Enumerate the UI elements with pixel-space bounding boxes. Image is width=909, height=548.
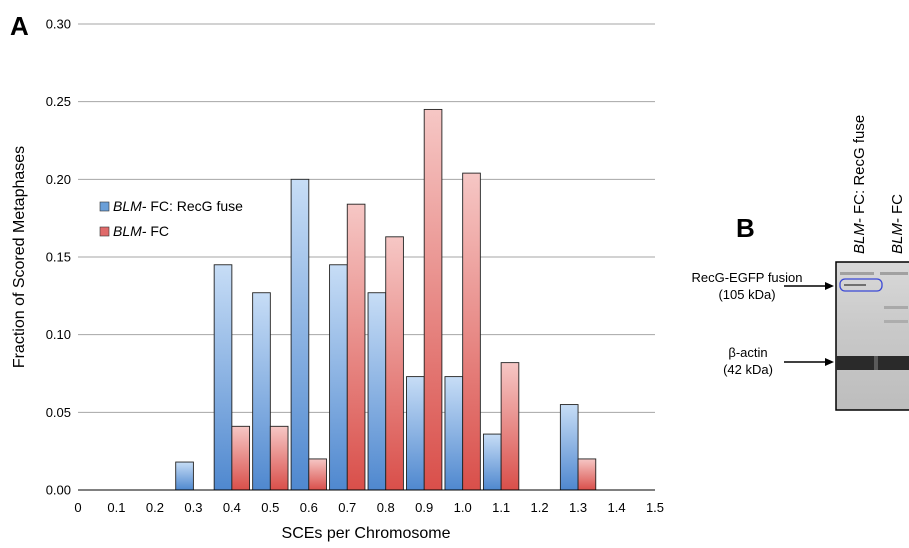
y-tick-labels: 0.00 0.05 0.10 0.15 0.20 0.25 0.30 (46, 17, 71, 498)
actin-lane-gap (874, 356, 878, 370)
fusion-band-highlight (839, 278, 883, 292)
x-tick-label: 1.1 (492, 500, 510, 515)
actin-label-line2: (42 kDa) (723, 362, 773, 377)
bar-fc (462, 172, 481, 491)
legend: BLM- FC: RecG fuse BLM- FC (99, 198, 243, 239)
fusion-label-line2: (105 kDa) (718, 287, 775, 302)
x-axis-title: SCEs per Chromosome (282, 525, 451, 542)
blot-faint-band-lane2b (884, 320, 908, 323)
bar-recg-fuse (252, 292, 271, 491)
x-tick-label: 0.2 (146, 500, 164, 515)
x-tick-label: 0 (74, 500, 81, 515)
y-tick-label: 0.10 (46, 327, 71, 342)
legend-swatch-blue (99, 201, 110, 212)
x-tick-label: 0.3 (184, 500, 202, 515)
bar-recg-fuse (444, 376, 464, 491)
legend-entry-recg: BLM- FC: RecG fuse (113, 198, 243, 214)
blot-faint-band-lane2 (884, 306, 908, 309)
bar-recg-fuse (559, 404, 579, 491)
gridlines (78, 23, 655, 413)
x-tick-label: 0.7 (338, 500, 356, 515)
x-tick-label: 0.6 (300, 500, 318, 515)
bar-recg-fuse (175, 461, 194, 491)
x-tick-label: 0.4 (223, 500, 241, 515)
actin-label-line1: β-actin (728, 345, 767, 360)
bar-recg-fuse (213, 264, 233, 491)
lane-label-recg: BLM- FC: RecG fuse (851, 115, 868, 254)
blot-membrane (835, 261, 909, 411)
blot-top-band-lane2 (880, 272, 908, 275)
bar-recg-fuse (406, 376, 425, 491)
x-tick-label: 1.3 (569, 500, 587, 515)
bar-fc (346, 203, 366, 491)
y-tick-label: 0.30 (46, 17, 71, 32)
bar-fc (385, 236, 404, 491)
western-blot (835, 261, 909, 411)
x-tick-labels: 0 0.1 0.2 0.3 0.4 0.5 0.6 0.7 0.8 0.9 1.0 1.1 1.2 1.3… (74, 500, 664, 515)
fusion-arrowhead (825, 282, 834, 290)
y-tick-label: 0.20 (46, 172, 71, 187)
bar-recg-fuse (290, 178, 310, 491)
x-tick-label: 1.0 (454, 500, 472, 515)
bar-fc (308, 458, 327, 491)
x-tick-label: 1.2 (531, 500, 549, 515)
blot-top-band-lane1 (840, 272, 874, 275)
legend-entry-fc: BLM- FC (113, 223, 169, 239)
bar-recg-fuse (367, 292, 387, 491)
panel-a-letter: A (10, 11, 29, 41)
x-tick-label: 1.5 (646, 500, 664, 515)
y-tick-label: 0.05 (46, 405, 71, 420)
bar-recg-fuse (329, 264, 348, 491)
bar-fc (423, 108, 443, 491)
bar-fc (500, 362, 520, 491)
x-tick-label: 0.9 (415, 500, 433, 515)
bar-fc (577, 458, 597, 491)
lane-label-fc: BLM- FC (889, 194, 906, 254)
y-tick-label: 0.25 (46, 94, 71, 109)
fusion-label-line1: RecG-EGFP fusion (691, 270, 802, 285)
panel-b-letter: B (736, 213, 755, 243)
y-axis-title: Fraction of Scored Metaphases (11, 146, 28, 368)
y-tick-label: 0.15 (46, 250, 71, 265)
actin-band (836, 356, 909, 370)
x-tick-label: 1.4 (607, 500, 625, 515)
actin-arrowhead (825, 358, 834, 366)
bar-recg-fuse (482, 433, 502, 491)
bar-fc (231, 425, 251, 491)
fusion-band (844, 284, 866, 286)
x-tick-label: 0.8 (377, 500, 395, 515)
x-tick-label: 0.5 (261, 500, 279, 515)
bar-fc (269, 425, 289, 491)
legend-swatch-red (99, 226, 110, 237)
bar-series (175, 108, 597, 491)
y-tick-label: 0.00 (46, 483, 71, 498)
x-tick-label: 0.1 (107, 500, 125, 515)
